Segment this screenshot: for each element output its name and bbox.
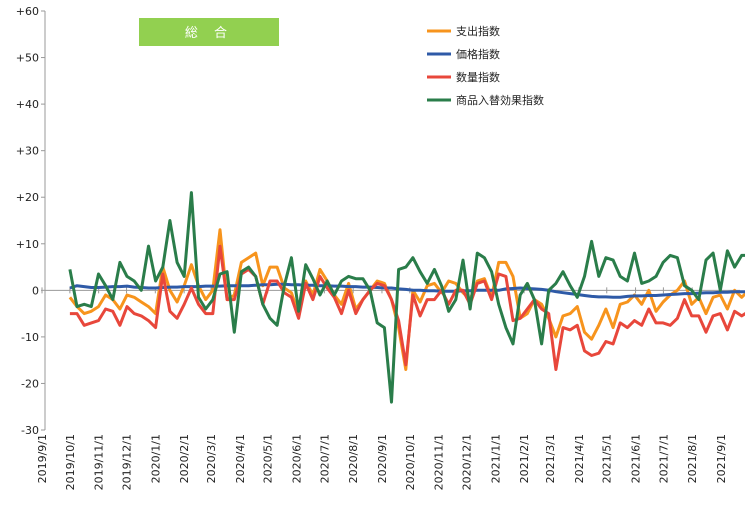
x-tick-label: 2020/4/1 (234, 434, 247, 483)
series-lines (68, 191, 745, 404)
x-tick-label: 2019/9/1 (36, 434, 49, 483)
x-tick-labels: 2019/9/1 2019/10/1 2019/11/1 2019/12/1 2020/… (36, 434, 728, 490)
chart-title-box: 総 合 (139, 18, 279, 46)
y-tick-label: -10 (21, 331, 39, 344)
y-tick-label: +40 (16, 98, 39, 111)
legend-label: 価格指数 (456, 47, 500, 61)
y-tick-label: 0 (32, 284, 39, 297)
series-line-1 (69, 282, 745, 299)
x-tick-label: 2021/5/1 (601, 434, 614, 483)
x-tick-label: 2020/5/1 (262, 434, 275, 483)
x-tick-label: 2021/2/1 (518, 434, 531, 483)
x-tick-label: 2020/3/1 (205, 434, 218, 483)
title-background (139, 18, 279, 46)
series-line-3 (68, 191, 745, 404)
axes (41, 10, 740, 431)
y-tick-label: +60 (16, 5, 39, 18)
x-tick-label: 2020/9/1 (376, 434, 389, 483)
x-tick-label: 2021/8/1 (686, 434, 699, 483)
y-tick-label: +50 (16, 52, 39, 65)
x-tick-label: 2020/6/1 (291, 434, 304, 483)
x-tick-label: 2021/3/1 (544, 434, 557, 483)
x-tick-label: 2020/2/1 (178, 434, 191, 483)
legend-label: 数量指数 (456, 70, 500, 84)
y-tick-labels: +60 +50 +40 +30 +20 +10 0 -10 -20 -30 (16, 5, 39, 437)
x-tick-label: 2021/6/1 (630, 434, 643, 483)
chart-title: 総 合 (185, 26, 233, 41)
legend-label: 支出指数 (456, 24, 500, 38)
x-tick-label: 2020/11/1 (433, 434, 446, 490)
y-tick-label: +10 (16, 238, 39, 251)
x-tick-label: 2021/7/1 (657, 434, 670, 483)
x-tick-label: 2020/1/1 (149, 434, 162, 483)
x-tick-label: 2020/10/1 (404, 434, 417, 490)
series-line-2 (69, 244, 745, 371)
x-tick-label: 2019/11/1 (93, 434, 106, 490)
x-tick-label: 2021/1/1 (489, 434, 502, 483)
y-tick-label: +20 (16, 191, 39, 204)
x-tick-label: 2021/9/1 (715, 434, 728, 483)
legend-label: 商品入替効果指数 (456, 93, 544, 107)
y-tick-label: -30 (21, 424, 39, 437)
x-tick-label: 2019/12/1 (121, 434, 134, 490)
x-tick-label: 2021/4/1 (573, 434, 586, 483)
y-tick-label: -20 (21, 377, 39, 390)
x-tick-label: 2020/12/1 (460, 434, 473, 490)
x-tick-label: 2019/10/1 (64, 434, 77, 490)
y-tick-label: +30 (16, 145, 39, 158)
x-tick-label: 2020/7/1 (318, 434, 331, 483)
x-tick-label: 2020/8/1 (347, 434, 360, 483)
